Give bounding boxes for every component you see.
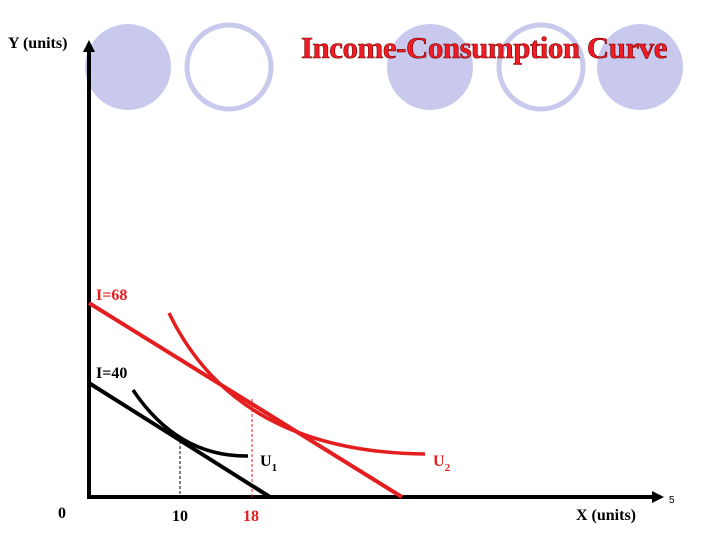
decor-circle-outline-1 (184, 22, 274, 112)
budget-label-i40: I=40 (96, 365, 127, 382)
curve-label-u2: U2 (433, 453, 451, 474)
indifference-curve-u1 (131, 389, 249, 458)
slide-title: Income-Consumption Curve (301, 30, 667, 65)
y-axis-arrowhead (83, 40, 95, 52)
x-axis-label: X (units) (576, 507, 636, 524)
budget-line-i68 (87, 301, 404, 499)
budget-line-i40 (87, 381, 272, 499)
decor-circle-filled-2 (387, 24, 473, 110)
curve-label-u1-main: U (260, 453, 272, 470)
decor-circle-outline-2 (496, 22, 586, 112)
curve-label-u1: U1 (260, 453, 277, 474)
page-number: 5 (669, 495, 675, 506)
indifference-curve-u2 (167, 312, 426, 456)
x-axis-arrowhead (652, 491, 664, 503)
decorative-circles (85, 22, 683, 112)
curve-label-u2-main: U (433, 453, 445, 470)
decor-circle-filled-1 (85, 24, 171, 110)
decor-circle-filled-3 (597, 24, 683, 110)
curve-label-u1-sub: 1 (272, 462, 278, 474)
origin-label: 0 (58, 505, 66, 522)
x-marker-18: 18 (243, 508, 259, 525)
curve-label-u2-sub: 2 (445, 462, 451, 474)
y-axis-label: Y (units) (8, 35, 67, 52)
x-marker-10: 10 (172, 508, 188, 525)
budget-label-i68: I=68 (96, 287, 127, 304)
